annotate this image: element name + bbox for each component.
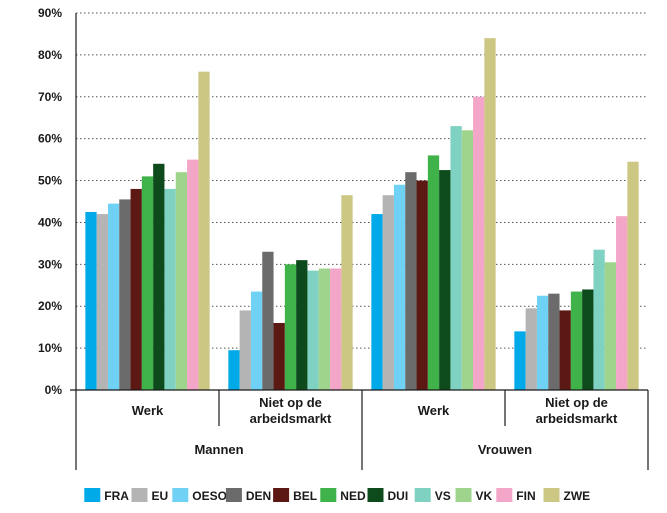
- bar-dui: [153, 163, 165, 390]
- category-labels: Werk Niet op de arbeidsmarkt Werk Niet op de…: [132, 395, 618, 457]
- bar-fin: [616, 216, 628, 390]
- axes: [70, 13, 649, 470]
- y-tick-label: 20%: [38, 299, 62, 313]
- legend-label: EU: [152, 489, 169, 503]
- bar-oeso: [393, 184, 406, 390]
- bar-ned: [141, 176, 154, 390]
- legend-label: FRA: [104, 489, 129, 503]
- bar-oeso: [107, 203, 120, 390]
- bar-vk: [461, 130, 474, 391]
- y-tick-label: 90%: [38, 6, 62, 20]
- legend-swatch-fin: [496, 488, 513, 502]
- bar-zwe: [484, 38, 496, 391]
- legend-label: NED: [340, 489, 366, 503]
- bar-den: [548, 293, 560, 390]
- group-label: Vrouwen: [478, 442, 532, 457]
- legend-swatch-vs: [414, 488, 431, 502]
- legend-swatch-ned: [320, 488, 337, 502]
- bar-ned: [570, 291, 583, 390]
- y-tick-label: 0%: [45, 383, 63, 397]
- y-tick-label: 40%: [38, 215, 62, 229]
- category-label: Niet op de arbeidsmarkt: [536, 395, 618, 426]
- legend-swatch-den: [225, 488, 242, 502]
- legend-swatch-eu: [131, 488, 148, 502]
- bar-den: [119, 199, 131, 390]
- bar-zwe: [198, 71, 210, 391]
- bar-bel: [416, 180, 428, 390]
- bar-bel: [273, 322, 285, 390]
- legend-swatch-fra: [84, 488, 101, 502]
- y-tick-label: 70%: [38, 90, 62, 104]
- bar-vk: [604, 262, 617, 390]
- bars: [85, 38, 639, 391]
- y-axis-ticks: 0% 10% 20% 30% 40% 50% 60% 70% 80% 90%: [38, 6, 62, 397]
- y-tick-label: 30%: [38, 257, 62, 271]
- legend-label: BEL: [293, 489, 317, 503]
- group-label: Mannen: [194, 442, 243, 457]
- bar-eu: [382, 195, 394, 390]
- bar-dui: [296, 260, 308, 390]
- bar-ned: [284, 264, 297, 390]
- bar-fra: [228, 350, 240, 390]
- bar-vs: [593, 249, 605, 390]
- bar-den: [405, 172, 417, 390]
- bar-eu: [239, 310, 251, 390]
- legend-label: FIN: [516, 489, 535, 503]
- bar-zwe: [341, 195, 353, 390]
- bar-dui: [582, 289, 594, 390]
- y-tick-label: 10%: [38, 341, 62, 355]
- legend-label: OESO: [192, 489, 227, 503]
- bar-dui: [439, 170, 451, 390]
- bar-vs: [307, 270, 319, 390]
- legend-swatch-zwe: [543, 488, 560, 502]
- bar-bel: [559, 310, 571, 390]
- bar-eu: [96, 214, 108, 390]
- bar-bel: [130, 188, 142, 390]
- legend-label: VS: [435, 489, 451, 503]
- bar-oeso: [536, 295, 549, 390]
- y-tick-label: 80%: [38, 48, 62, 62]
- bar-oeso: [250, 291, 263, 390]
- bar-fin: [330, 268, 342, 390]
- category-label: Niet op de arbeidsmarkt: [250, 395, 332, 426]
- legend-label: ZWE: [564, 489, 591, 503]
- bar-vs: [450, 126, 462, 390]
- legend: FRA EU OESO DEN BEL NED DUI VS VK FIN ZWE: [84, 488, 590, 503]
- category-label: Werk: [132, 403, 164, 418]
- bar-eu: [525, 308, 537, 390]
- legend-swatch-dui: [367, 488, 384, 502]
- bar-vs: [164, 188, 176, 390]
- bar-fra: [85, 211, 97, 390]
- legend-label: DEN: [246, 489, 271, 503]
- bar-fra: [371, 214, 383, 390]
- bar-fin: [187, 159, 199, 390]
- legend-label: DUI: [388, 489, 409, 503]
- bar-zwe: [627, 161, 639, 390]
- y-tick-label: 60%: [38, 132, 62, 146]
- bar-den: [262, 251, 274, 390]
- bar-fra: [514, 331, 526, 390]
- bar-fin: [473, 96, 485, 391]
- legend-swatch-oeso: [172, 488, 189, 502]
- y-tick-label: 50%: [38, 174, 62, 188]
- legend-swatch-bel: [273, 488, 290, 502]
- bar-ned: [427, 155, 440, 390]
- bar-vk: [175, 172, 188, 390]
- bar-vk: [318, 268, 331, 390]
- legend-label: VK: [476, 489, 493, 503]
- legend-swatch-vk: [455, 488, 472, 502]
- category-label: Werk: [418, 403, 450, 418]
